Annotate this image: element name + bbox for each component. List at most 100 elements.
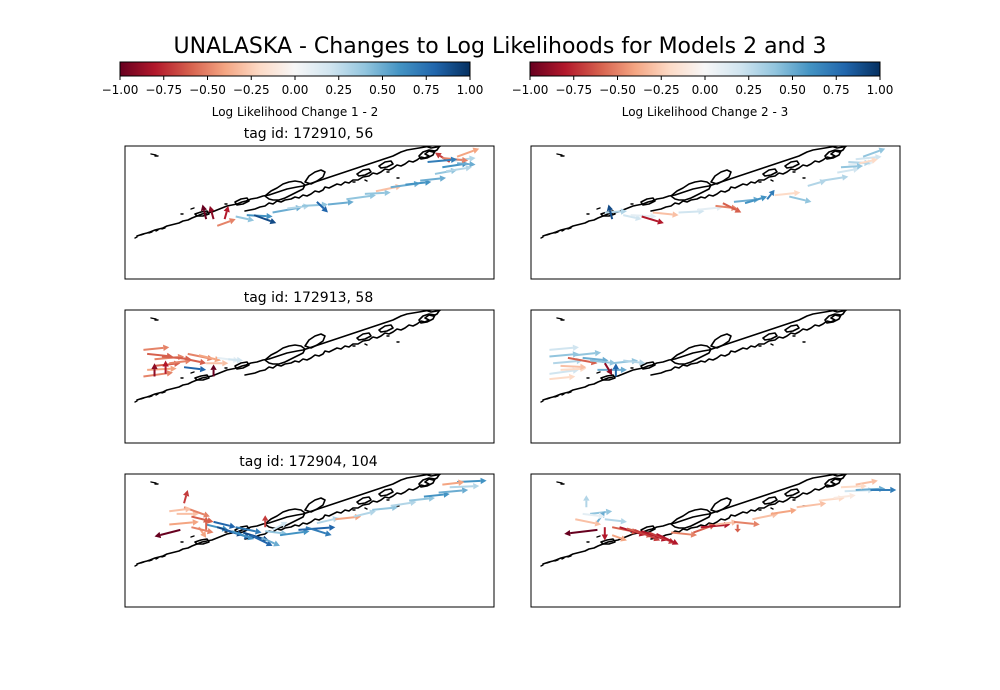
vector-arrow: [154, 528, 181, 539]
vector-arrow: [253, 214, 277, 225]
vector-arrow: [228, 356, 244, 364]
colorbar-tick-label: 1.00: [867, 83, 894, 97]
vector-arrow: [272, 521, 288, 531]
vector-arrow: [855, 478, 878, 486]
vector-arrow: [198, 354, 221, 363]
vector-arrow: [722, 202, 742, 213]
colorbar-tick-label: 0.50: [369, 83, 396, 97]
vector-arrow: [549, 351, 579, 358]
map-panel-2-2: [530, 309, 901, 444]
vector-arrow: [147, 365, 177, 372]
vector-arrow: [210, 364, 217, 377]
colorbar-tick-label: 0.00: [692, 83, 719, 97]
coastline: [134, 474, 444, 567]
colorbar-tick-label: −1.00: [512, 83, 549, 97]
vector-arrow: [427, 156, 458, 164]
vector-arrow: [143, 370, 173, 378]
vector-arrow: [169, 506, 192, 513]
vector-arrow: [652, 211, 679, 218]
vector-arrow: [575, 349, 602, 357]
vector-arrow: [549, 344, 579, 351]
vector-arrow: [862, 147, 886, 158]
panel-frame: [124, 473, 495, 608]
colorbar-label: Log Likelihood Change 2 - 3: [622, 105, 789, 119]
vector-arrow: [409, 495, 435, 502]
vector-arrow: [744, 195, 768, 205]
colorbar-gradient: [119, 61, 471, 77]
panel-title: tag id: 172904, 104: [239, 454, 378, 470]
colorbar-gradient: [529, 61, 881, 77]
vector-arrow: [582, 512, 605, 520]
vector-arrow: [633, 528, 661, 542]
map-panel-2-1: [124, 309, 495, 444]
colorbar-tick-label: 0.25: [325, 83, 352, 97]
vector-arrow: [213, 520, 236, 529]
colorbar-tick-label: −0.50: [189, 83, 226, 97]
map-panel-3-1: [124, 473, 495, 608]
colorbar-tick-label: −0.75: [555, 83, 592, 97]
vector-arrow: [789, 195, 812, 204]
vector-arrow: [457, 160, 476, 168]
vector-arrow: [611, 534, 627, 542]
vector-arrow: [855, 154, 882, 161]
colorbar-tick-label: 0.00: [282, 83, 309, 97]
vector-arrow: [261, 536, 280, 547]
vector-arrow: [583, 495, 590, 508]
vector-arrow: [612, 363, 620, 377]
colorbar-tick-label: 0.50: [779, 83, 806, 97]
vector-arrow: [364, 189, 391, 197]
vector-arrow: [564, 528, 598, 537]
vector-arrow: [353, 509, 376, 518]
vector-arrow: [606, 204, 614, 220]
vector-arrow: [216, 218, 236, 227]
vector-arrow: [575, 518, 602, 527]
vector-arrow: [183, 489, 190, 504]
vector-arrow: [143, 344, 170, 352]
vector-arrow: [231, 530, 255, 541]
vector-arrow: [770, 507, 797, 515]
colorbar-tick-label: 0.75: [413, 83, 440, 97]
colorbar-tick-label: 0.25: [735, 83, 762, 97]
vector-arrow: [796, 500, 827, 509]
vector-arrow: [840, 163, 864, 170]
colorbar-tick-label: −0.25: [643, 83, 680, 97]
map-panel-1-1: [124, 145, 495, 280]
colorbar-tick-label: 0.75: [823, 83, 850, 97]
coastline: [540, 310, 850, 403]
vector-arrow: [438, 487, 469, 494]
vector-arrow: [604, 517, 627, 525]
vector-arrow: [840, 483, 867, 490]
vector-arrow: [250, 534, 273, 547]
vector-arrow: [766, 189, 775, 200]
map-panel-1-2: [530, 145, 901, 280]
vector-arrow: [162, 360, 169, 374]
coastline: [134, 146, 444, 239]
vector-arrow: [449, 483, 480, 490]
vector-arrow: [191, 526, 214, 535]
vector-arrow: [774, 189, 801, 197]
coastline: [134, 310, 444, 403]
vector-arrow: [180, 356, 207, 366]
vector-arrow: [597, 366, 627, 374]
vector-arrow: [833, 492, 856, 500]
map-panel-3-2: [530, 473, 901, 608]
vector-arrow: [630, 212, 657, 220]
vector-arrow: [870, 486, 897, 494]
vector-arrow: [235, 526, 262, 535]
vector-arrow: [601, 527, 608, 541]
vector-arrow: [671, 531, 698, 538]
vector-arrow: [715, 204, 738, 211]
vector-arrow: [656, 532, 679, 545]
vector-arrow: [456, 147, 480, 158]
panel-title: tag id: 172910, 56: [244, 126, 374, 142]
vector-arrow: [549, 373, 576, 381]
colorbar-tick-label: −0.50: [599, 83, 636, 97]
colorbar-tick-label: −0.75: [145, 83, 182, 97]
vector-arrow: [223, 205, 230, 220]
vector-arrow: [302, 201, 328, 209]
vector-arrow: [641, 215, 664, 225]
colorbar-1: −1.00 −0.75 −0.50 −0.25 0.00 0.25 0.50 0.75 1.00…: [102, 61, 483, 119]
vector-arrow: [822, 174, 849, 182]
vector-arrow: [604, 208, 627, 215]
